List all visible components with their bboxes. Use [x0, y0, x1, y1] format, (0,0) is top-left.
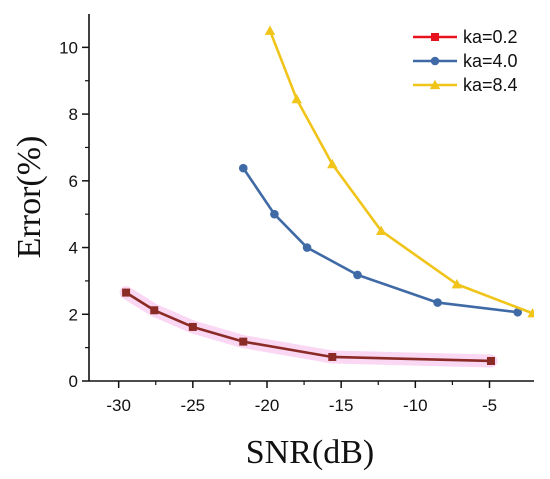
- series-line: [242, 167, 518, 314]
- data-point: [188, 322, 197, 331]
- x-tick-label: -10: [403, 396, 428, 415]
- data-point: [513, 307, 522, 317]
- legend-item-ka-0-2: ka=0.2: [413, 27, 518, 47]
- data-point: [264, 25, 276, 35]
- legend-label: ka=4.0: [463, 51, 518, 71]
- data-point: [122, 288, 131, 297]
- series-line: [125, 291, 492, 363]
- y-tick-label: 2: [69, 305, 78, 324]
- y-axis-title: Error(%): [11, 136, 48, 259]
- data-point: [291, 93, 302, 104]
- series-ka-8-4: [264, 25, 534, 318]
- x-tick-label: -15: [329, 396, 354, 415]
- y-tick-label: 10: [59, 38, 78, 57]
- data-point: [328, 352, 337, 361]
- y-tick-label: 8: [69, 105, 78, 124]
- legend-label: ka=8.4: [463, 75, 518, 95]
- data-point: [376, 225, 387, 236]
- series-ka-0-2: [119, 286, 498, 368]
- plot-area: [119, 25, 534, 368]
- data-point: [327, 158, 338, 169]
- legend-item-ka-8-4: ka=8.4: [413, 75, 518, 95]
- y-tick-label: 6: [69, 172, 78, 191]
- data-point: [302, 243, 312, 252]
- legend-item-ka-4-0: ka=4.0: [413, 51, 518, 71]
- legend: ka=0.2 ka=4.0 ka=8.4: [413, 27, 518, 95]
- x-axis-title: SNR(dB): [246, 434, 374, 471]
- x-tick-label: -30: [106, 396, 131, 415]
- data-point: [239, 337, 248, 346]
- legend-marker: [431, 33, 439, 41]
- data-point: [270, 209, 279, 219]
- legend-label: ka=0.2: [463, 27, 518, 47]
- data-point: [527, 308, 534, 318]
- y-tick-label: 4: [69, 239, 78, 258]
- series-line: [268, 30, 533, 315]
- series-ka-4-0: [238, 163, 522, 317]
- y-tick-label: 0: [69, 372, 78, 391]
- data-point: [451, 279, 463, 289]
- data-point: [238, 163, 248, 173]
- legend-marker: [429, 79, 441, 90]
- data-point: [486, 356, 495, 365]
- legend-marker: [430, 56, 440, 66]
- axes: -30 -25 -20 -15 -10 -5 0 2 4 6 8 10: [59, 14, 534, 415]
- data-point: [150, 306, 159, 315]
- data-point: [433, 298, 442, 307]
- data-point: [353, 270, 362, 280]
- x-tick-label: -20: [255, 396, 280, 415]
- x-tick-label: -5: [482, 396, 497, 415]
- x-tick-label: -25: [181, 396, 206, 415]
